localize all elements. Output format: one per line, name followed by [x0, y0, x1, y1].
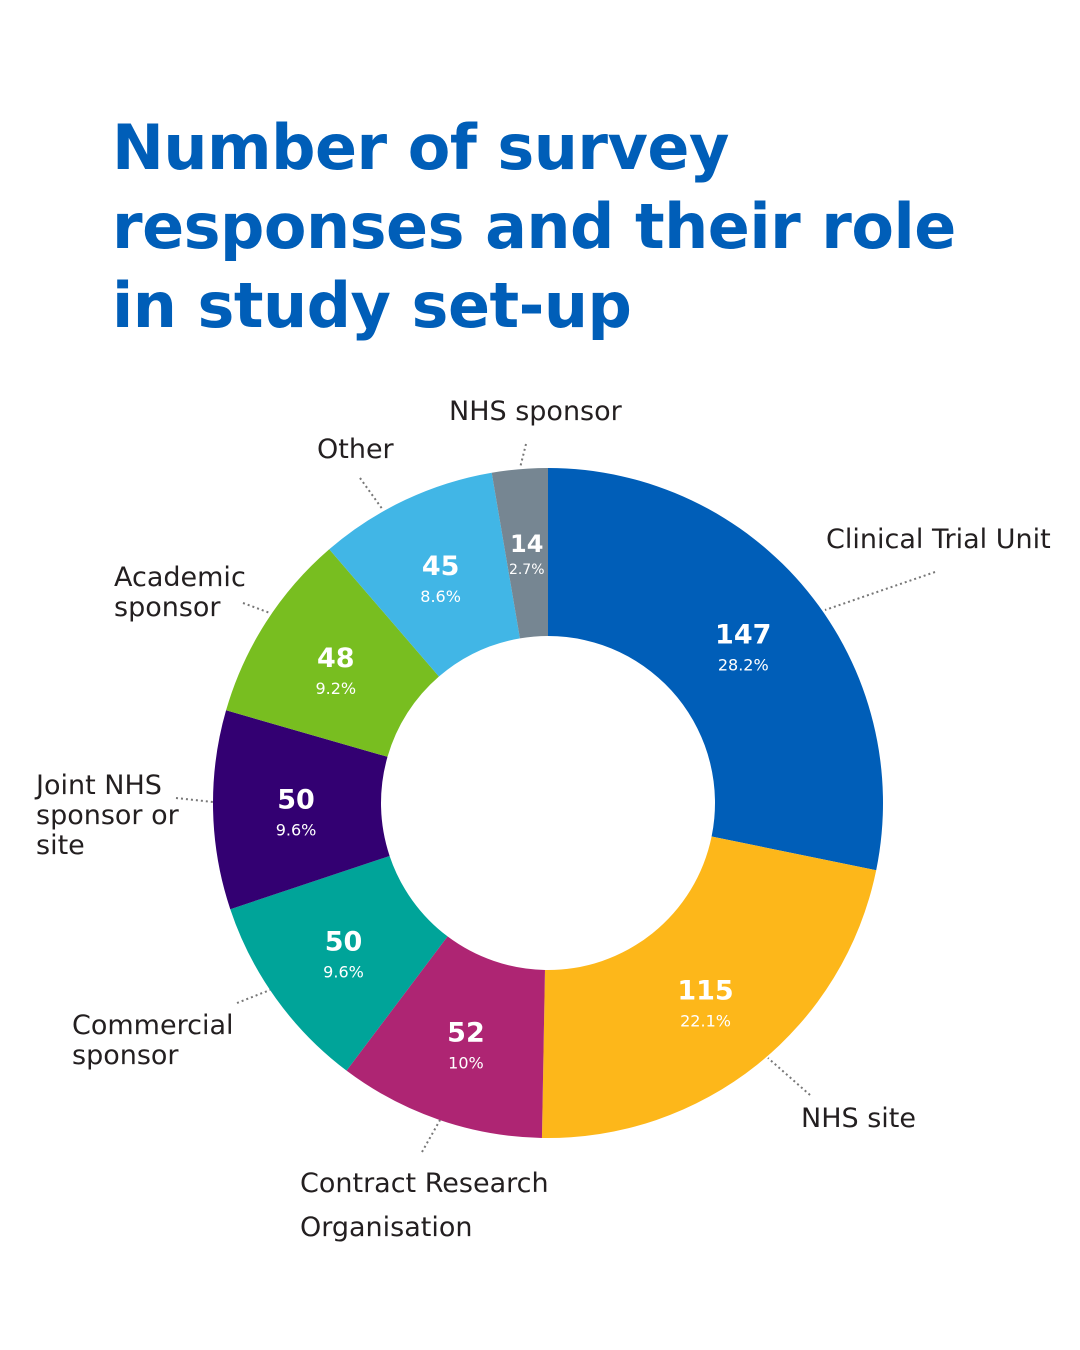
slices: [212, 468, 883, 1138]
leader-line-nhs-sponsor: [519, 443, 527, 469]
slice-academic-sponsor: [226, 549, 439, 757]
percent-label: 2.7%: [509, 562, 545, 578]
leader-line-cro: [421, 1119, 441, 1153]
slice-joint-nhs-sponsor-or-site: [212, 710, 390, 910]
category-label-clinical-trial-unit: Clinical Trial Unit: [826, 524, 1051, 555]
value-label: 50: [325, 926, 363, 957]
percent-label: 28.2%: [718, 656, 769, 675]
category-label-other: Other: [317, 434, 394, 465]
value-label: 45: [422, 551, 460, 582]
percent-label: 10%: [448, 1053, 484, 1072]
percent-label: 9.2%: [315, 679, 356, 698]
slice-nhs-sponsor: [491, 468, 548, 639]
value-label: 147: [715, 620, 771, 651]
leader-line-other: [359, 477, 384, 511]
data-labels: 147 28.2% 115 22.1% 52 10% 50 9.6% 50 9.6% 48 9.2% 4…: [276, 530, 772, 1072]
slice-contract-research-organisation: [346, 936, 545, 1138]
value-label: 14: [510, 530, 543, 558]
percent-label: 9.6%: [323, 962, 364, 981]
percent-label: 8.6%: [420, 587, 461, 606]
category-label-cro: Contract Research Organisation: [300, 1168, 549, 1243]
value-label: 52: [447, 1017, 485, 1048]
slice-nhs-site: [541, 836, 877, 1138]
leader-line-commercial: [236, 989, 271, 1004]
value-label: 115: [677, 976, 733, 1007]
chart-title: Number of survey responses and their rol…: [112, 111, 956, 342]
leader-line-joint-nhs: [175, 797, 214, 803]
leader-lines: [175, 443, 936, 1153]
leader-line-clinical-trial-unit: [824, 571, 936, 611]
slice-clinical-trial-unit: [548, 468, 883, 871]
slice-commercial-sponsor: [230, 855, 448, 1071]
slice-other: [329, 472, 520, 677]
category-label-commercial: Commercial sponsor: [72, 1010, 234, 1071]
category-label-nhs-site: NHS site: [801, 1103, 916, 1134]
value-label: 50: [277, 784, 315, 815]
value-label: 48: [317, 643, 355, 674]
category-label-joint-nhs: Joint NHS sponsor or site: [36, 770, 179, 861]
category-label-nhs-sponsor: NHS sponsor: [449, 396, 622, 427]
category-label-academic: Academic sponsor: [114, 562, 246, 623]
leader-line-nhs-site: [767, 1057, 811, 1096]
percent-label: 22.1%: [680, 1012, 731, 1031]
percent-label: 9.6%: [276, 820, 317, 839]
